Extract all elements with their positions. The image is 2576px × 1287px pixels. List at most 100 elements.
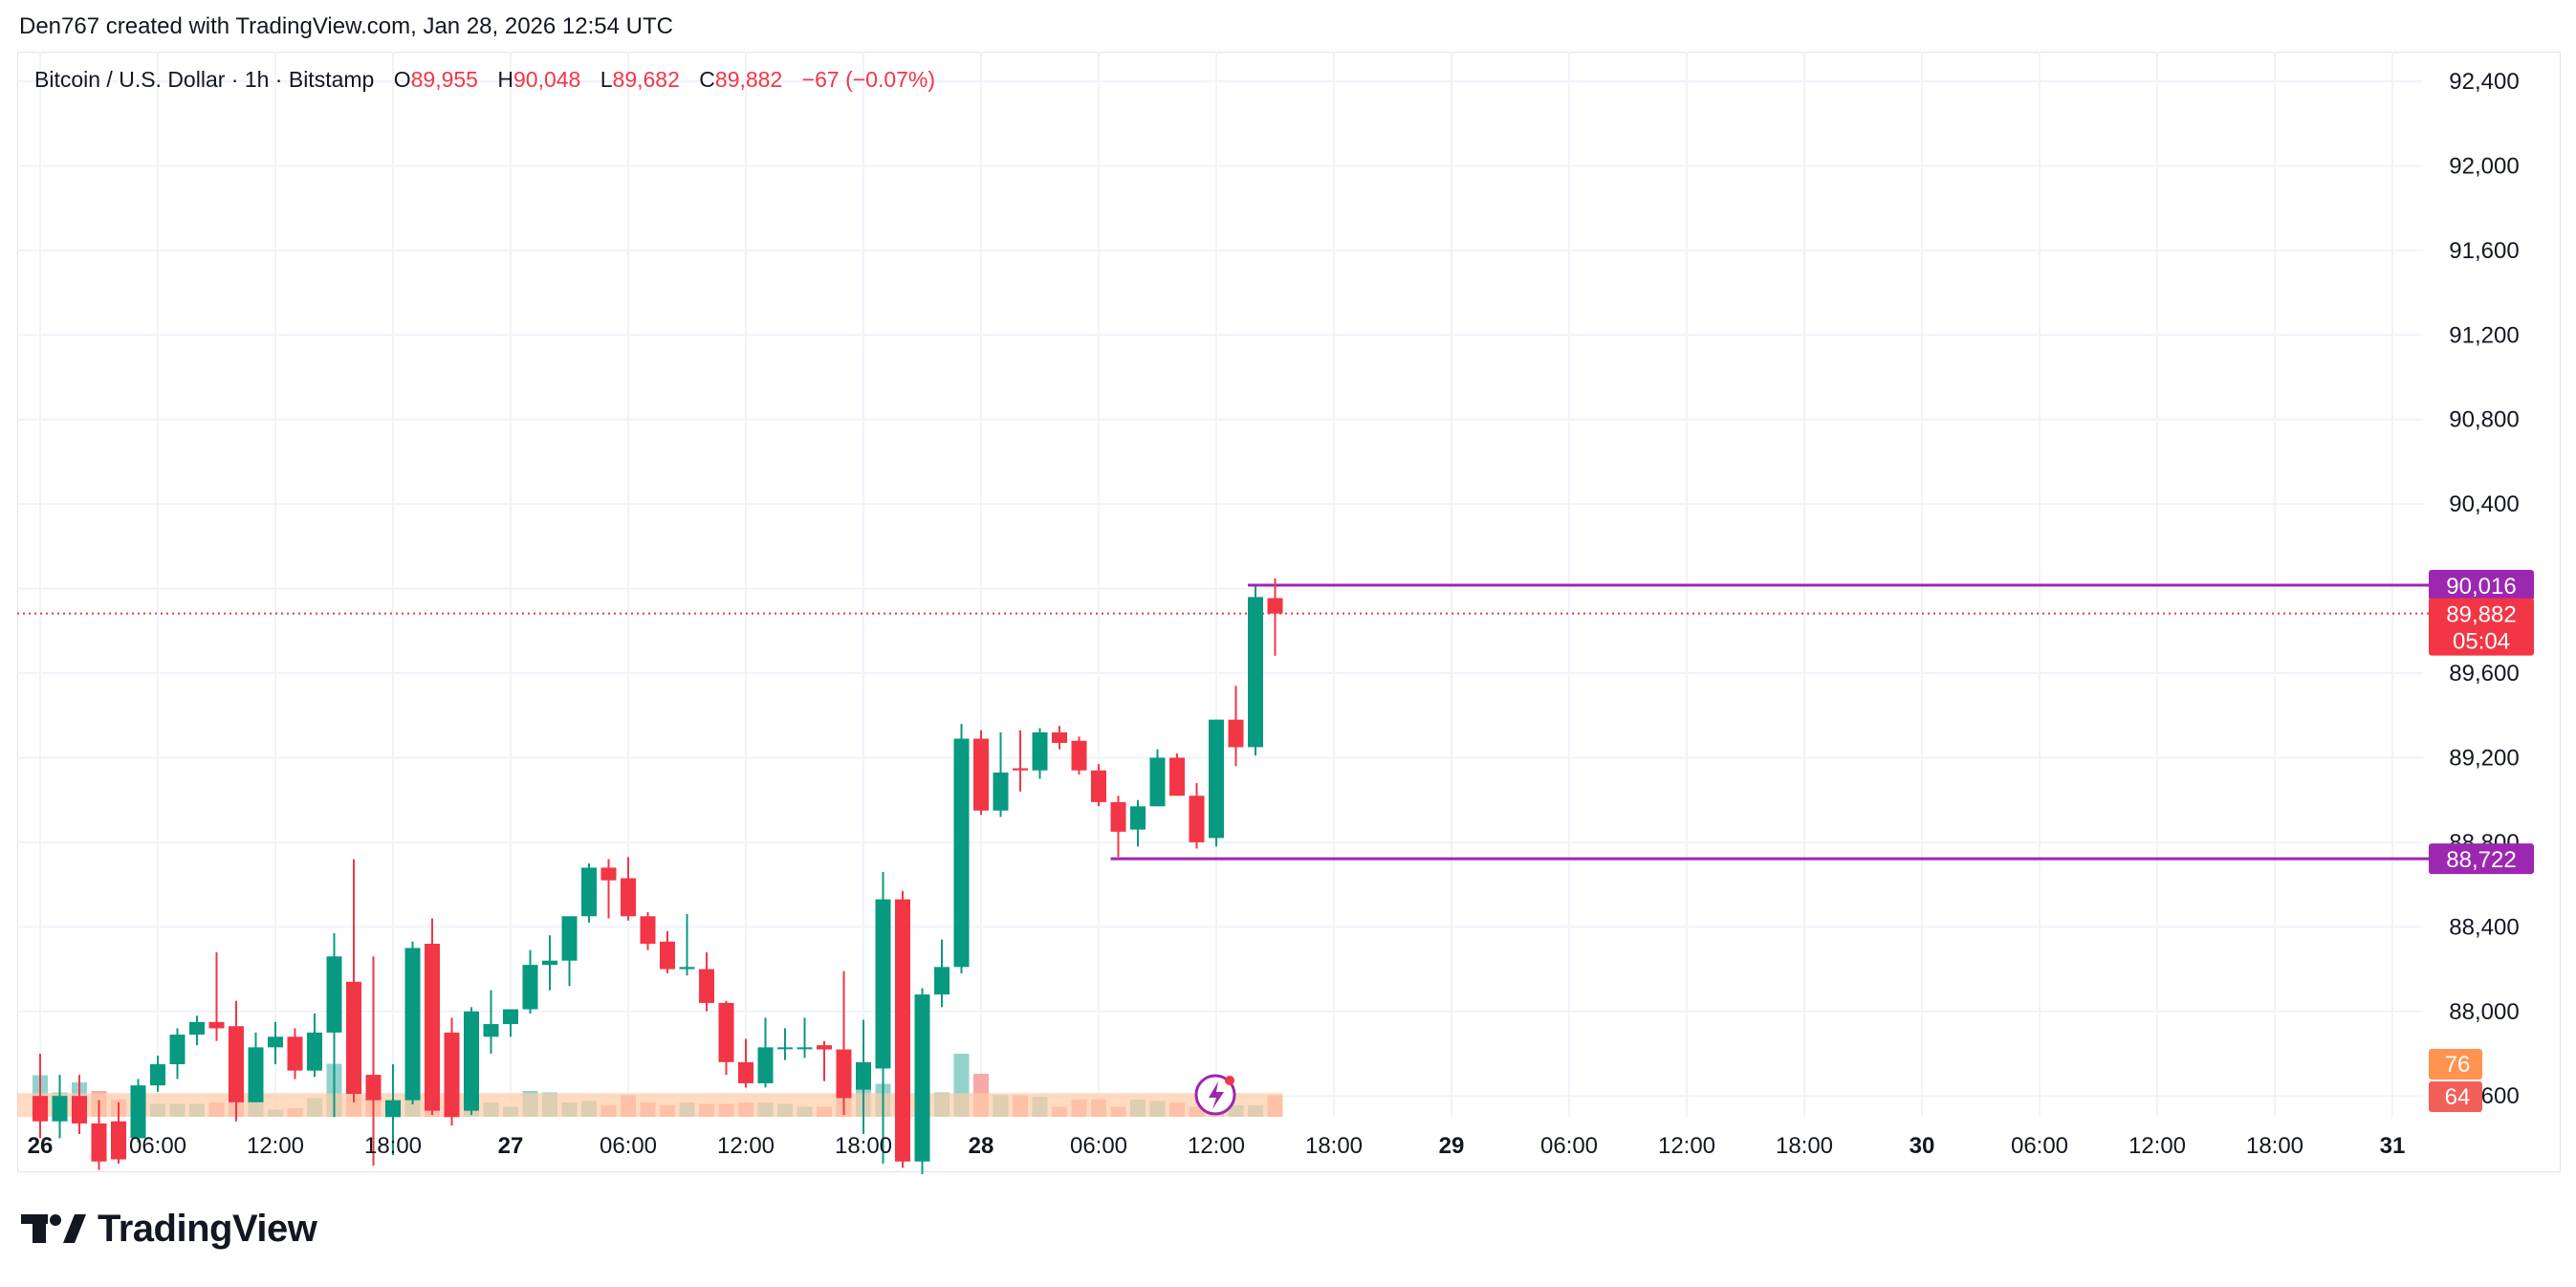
volume-ma-area <box>17 1093 1283 1117</box>
candle-body <box>111 1121 126 1160</box>
candle-body <box>856 1061 871 1090</box>
tradingview-logo[interactable]: TradingView <box>21 1205 317 1253</box>
candle-body <box>1052 731 1067 743</box>
time-tick-label: 18:00 <box>835 1133 892 1159</box>
candle-body <box>1013 768 1028 771</box>
time-tick-label: 31 <box>2380 1133 2406 1159</box>
candle-body <box>757 1047 774 1083</box>
time-tick-label: 18:00 <box>1776 1133 1833 1159</box>
time-tick-label: 12:00 <box>717 1133 775 1159</box>
candle-body <box>444 1032 460 1118</box>
symbol-title[interactable]: Bitcoin / U.S. Dollar · 1h · Bitstamp <box>34 67 375 92</box>
candle-body <box>189 1021 205 1036</box>
candle-body <box>1149 757 1166 807</box>
time-tick-label: 12:00 <box>2128 1133 2186 1159</box>
candle-body <box>797 1047 813 1050</box>
candle-body <box>561 916 578 961</box>
candle-body <box>895 899 910 1162</box>
price-tick-label: 89,200 <box>2449 745 2519 771</box>
notification-dot <box>1225 1076 1234 1085</box>
candle-body <box>483 1024 499 1037</box>
countdown-label: 05:04 <box>2453 629 2510 655</box>
level-badge-label: 88,722 <box>2446 847 2516 873</box>
price-tick-label: 90,400 <box>2449 491 2519 517</box>
candle-body <box>953 738 970 968</box>
candle-body <box>169 1035 186 1065</box>
candle-body <box>307 1032 322 1071</box>
time-tick-label: 06:00 <box>2011 1133 2068 1159</box>
brand-name: TradingView <box>98 1207 317 1250</box>
candle-body <box>993 772 1009 811</box>
level-badge <box>2429 843 2534 875</box>
time-tick-label: 06:00 <box>1070 1133 1127 1159</box>
candle-body <box>208 1021 225 1029</box>
time-tick-label: 18:00 <box>2246 1133 2303 1159</box>
candle-body <box>817 1045 832 1050</box>
time-tick-label: 12:00 <box>1188 1133 1245 1159</box>
candle-body <box>346 981 361 1094</box>
candle-body <box>934 967 950 995</box>
time-tick-label: 06:00 <box>1540 1133 1598 1159</box>
high-value: 90,048 <box>513 67 581 92</box>
level-badge-label: 90,016 <box>2446 574 2516 600</box>
candle-body <box>326 956 342 1033</box>
time-tick-label: 27 <box>498 1133 524 1159</box>
candle-body <box>1228 719 1244 748</box>
close-label: C <box>699 67 715 92</box>
candle-body <box>464 1011 479 1111</box>
candle-body <box>522 965 538 1010</box>
candle-body <box>130 1085 146 1139</box>
price-tick-label: 88,000 <box>2449 999 2519 1025</box>
price-tick-label: 89,600 <box>2449 661 2519 687</box>
candle-body <box>72 1096 87 1123</box>
change-value: −67 (−0.07%) <box>801 67 936 92</box>
price-tick-label: 91,600 <box>2449 238 2519 264</box>
time-tick-label: 06:00 <box>129 1133 186 1159</box>
candle-body <box>1130 806 1146 830</box>
ohlc-legend: Bitcoin / U.S. Dollar · 1h · Bitstamp O8… <box>34 67 935 93</box>
last-price-label: 89,882 <box>2446 602 2516 628</box>
price-tick-label: 88,400 <box>2449 914 2519 940</box>
candles <box>33 578 1283 1174</box>
candle-body <box>1209 719 1224 839</box>
candle-body <box>581 867 597 917</box>
volume-badge-label: 76 <box>2445 1052 2471 1078</box>
candle-body <box>679 967 695 970</box>
time-tick-label: 29 <box>1439 1133 1465 1159</box>
high-label: H <box>497 67 513 92</box>
tradingview-logo-icon <box>21 1214 86 1243</box>
candle-body <box>365 1075 382 1101</box>
candle-body <box>600 867 617 881</box>
time-tick-label: 12:00 <box>1658 1133 1715 1159</box>
candle-body <box>404 948 421 1101</box>
attribution-text: Den767 created with TradingView.com, Jan… <box>19 13 673 39</box>
low-value: 89,682 <box>612 67 680 92</box>
time-tick-label: 18:00 <box>364 1133 422 1159</box>
chart-frame[interactable] <box>17 52 2561 1172</box>
candle-body <box>1189 796 1205 842</box>
volume-badge-label: 64 <box>2445 1084 2471 1110</box>
price-tick-label: 90,800 <box>2449 407 2519 433</box>
candle-body <box>777 1047 793 1050</box>
candle-body <box>1110 801 1126 832</box>
price-tick-label: 92,400 <box>2449 69 2519 95</box>
time-tick-label: 06:00 <box>600 1133 657 1159</box>
candle-body <box>229 1026 244 1102</box>
candle-body <box>248 1047 264 1102</box>
candle-body <box>287 1036 303 1071</box>
ai-assistant-button[interactable] <box>1194 1074 1236 1116</box>
volume-ma-band <box>17 1093 1283 1117</box>
open-value: 89,955 <box>410 67 478 92</box>
candle-body <box>91 1123 107 1162</box>
candle-body <box>542 960 557 966</box>
candle-body <box>503 1009 518 1025</box>
horizontal-levels <box>17 583 2429 861</box>
candle-body <box>425 944 440 1111</box>
candle-body <box>1169 757 1185 796</box>
candle-body <box>914 994 930 1162</box>
price-tick-label: 92,000 <box>2449 153 2519 179</box>
candle-body <box>1071 740 1087 771</box>
candle-body <box>1091 770 1106 802</box>
candle-body <box>1032 731 1048 771</box>
